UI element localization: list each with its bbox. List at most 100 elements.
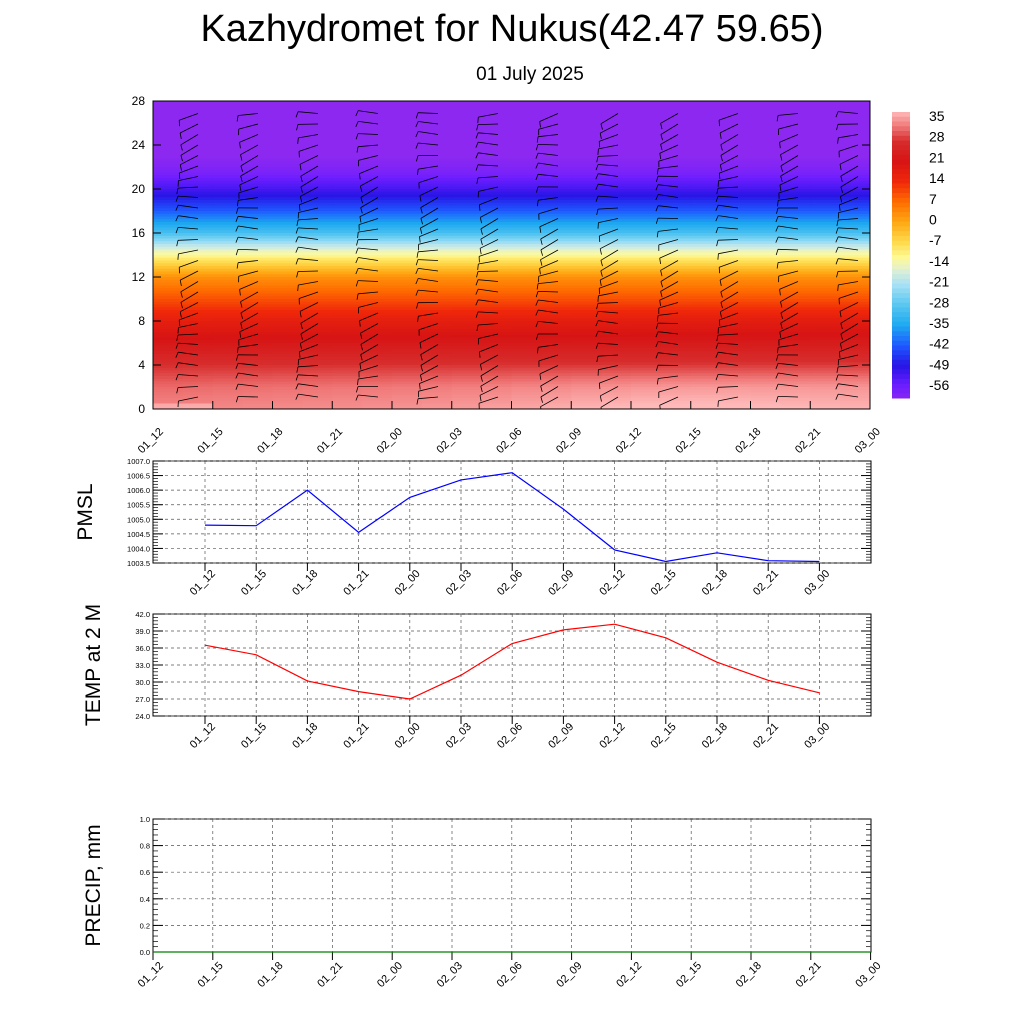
temperature-cell [571,365,602,369]
temperature-cell [690,175,722,179]
temperature-cell [511,169,542,174]
y-tick-label: 4 [138,358,145,372]
temperature-cell [660,403,692,407]
temperature-cell [660,224,692,229]
temperature-cell [272,392,303,396]
temperature-cell [242,304,274,308]
temperature-cell [840,238,870,242]
colorbar-swatch [892,193,910,199]
wind-barb [538,281,559,284]
temperature-cell [272,321,303,325]
wind-barb-flag [718,319,721,327]
wind-barb-flag [660,123,663,130]
temperature-cell [242,200,274,204]
wind-barb [538,270,559,277]
wind-barb-flag [595,195,599,202]
temperature-cell [571,392,602,396]
temperature-cell [362,197,393,201]
temperature-cell [362,266,393,270]
temperature-cell [392,359,423,363]
temperature-cell [362,301,393,306]
temperature-cell [421,125,453,130]
wind-barb-flag [715,196,719,203]
temperature-cell [810,222,841,226]
x-tick-label: 02_12 [597,721,627,751]
temperature-cell [481,194,513,198]
temperature-cell [660,362,692,366]
temperature-cell [720,329,752,333]
wind-barb [419,375,439,384]
wind-barb-flag [596,303,599,310]
temperature-cell [571,139,602,143]
wind-barb [178,215,199,219]
wind-barb [537,144,559,146]
wind-barb-flag [535,309,539,316]
temperature-cell [242,378,274,383]
temperature-cell [212,389,244,394]
temperature-cell [421,337,453,341]
temperature-cell [750,197,781,201]
x-tick-label: 02_03 [435,426,465,456]
temperature-cell [631,200,662,204]
temperature-cell [810,392,841,396]
temperature-cell [362,367,393,372]
temperature-cell [720,147,752,152]
temperature-cell [660,285,692,289]
temperature-cell [451,340,483,344]
wind-barb [840,186,859,197]
temperature-cell [481,189,513,193]
y-tick-label: 24 [132,138,146,152]
temperature-cell [571,213,602,218]
temperature-cell [511,213,542,218]
wind-barb-flag [537,347,539,354]
wind-barb [238,236,259,240]
temperature-cell [720,312,752,317]
temperature-cell [212,299,244,303]
temperature-cell [481,208,513,212]
temperature-cell [720,136,752,141]
temperature-cell [690,172,722,176]
wind-barb-flag [236,262,239,269]
temperature-cell [421,128,453,132]
wind-barb [720,291,739,303]
temperature-cell [810,326,841,330]
temperature-cell [481,260,513,264]
temperature-cell [242,246,274,251]
temperature-cell [511,208,542,212]
temperature-cell [153,169,184,174]
temperature-cell [212,186,244,190]
temperature-cell [571,337,602,341]
temperature-cell [511,266,542,270]
temperature-cell [242,367,274,372]
temperature-cell [660,263,692,267]
wind-barb [660,113,679,124]
temperature-cell [362,200,393,204]
wind-barb [838,393,859,398]
temperature-cell [153,101,184,105]
temperature-cell [690,381,722,385]
temperature-cell [212,169,244,174]
temperature-cell [272,175,303,179]
temperature-cell [392,299,423,303]
wind-barb-flag [296,271,299,278]
wind-barb [600,386,619,397]
temperature-cell [720,222,752,226]
temperature-cell [302,318,333,322]
temperature-cell [332,216,363,220]
colorbar-label: -42 [929,336,949,352]
wind-barb [237,396,259,398]
wind-barb [478,141,499,146]
wind-barb [540,239,559,251]
temperature-cell [660,103,692,108]
wind-barb [358,121,379,125]
temperature-cell [153,260,184,264]
wind-barb [659,396,679,406]
colorbar-label: -21 [929,274,949,290]
temperature-cell [212,260,244,264]
temperature-cell [690,318,722,322]
temperature-cell [153,191,184,196]
temperature-cell [601,252,632,256]
wind-barb [477,311,499,314]
temperature-cell [571,266,602,270]
temperature-cell [541,373,572,377]
